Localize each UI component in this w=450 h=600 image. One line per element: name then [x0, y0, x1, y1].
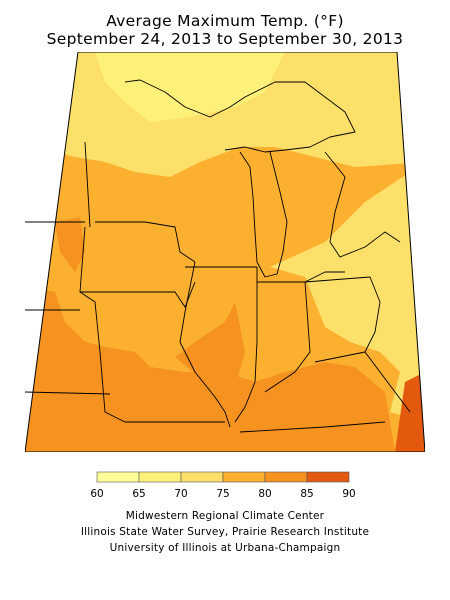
legend-tick-label: 70	[174, 488, 187, 500]
temp-zone-80-85-west	[25, 287, 395, 452]
legend-bin-85-90	[306, 471, 350, 483]
legend-bin-70-75	[180, 471, 224, 483]
color-legend: 60 65 70 75 80 85 90	[90, 471, 356, 500]
map-title: Average Maximum Temp. (°F)	[106, 12, 344, 30]
temp-zone-80-85-missouri	[175, 302, 245, 387]
state-boundaries	[25, 79, 411, 433]
map-date-range: September 24, 2013 to September 30, 2013	[46, 30, 404, 48]
legend-bin-60-65	[96, 471, 140, 483]
legend-tick-label: 80	[258, 488, 271, 500]
legend-tick-label: 60	[90, 488, 103, 500]
legend-tick-label: 75	[216, 488, 229, 500]
legend-bin-65-70	[138, 471, 182, 483]
temp-zone-70-75-east	[270, 162, 425, 422]
legend-bin-80-85	[264, 471, 308, 483]
legend-tick-label: 90	[342, 488, 355, 500]
map-frame	[25, 52, 425, 452]
credit-line-3: University of Illinois at Urbana-Champai…	[109, 542, 341, 554]
temp-zone-65-70-north	[95, 52, 285, 122]
legend-bin-75-80	[222, 471, 266, 483]
credit-line-2: Illinois State Water Survey, Prairie Res…	[80, 526, 370, 538]
legend-tick-label: 85	[300, 488, 313, 500]
legend-tick-label: 65	[132, 488, 145, 500]
temp-zone-80-85-kansas-north	[55, 217, 85, 272]
temperature-map	[25, 52, 425, 452]
credit-line-1: Midwestern Regional Climate Center	[125, 510, 325, 522]
